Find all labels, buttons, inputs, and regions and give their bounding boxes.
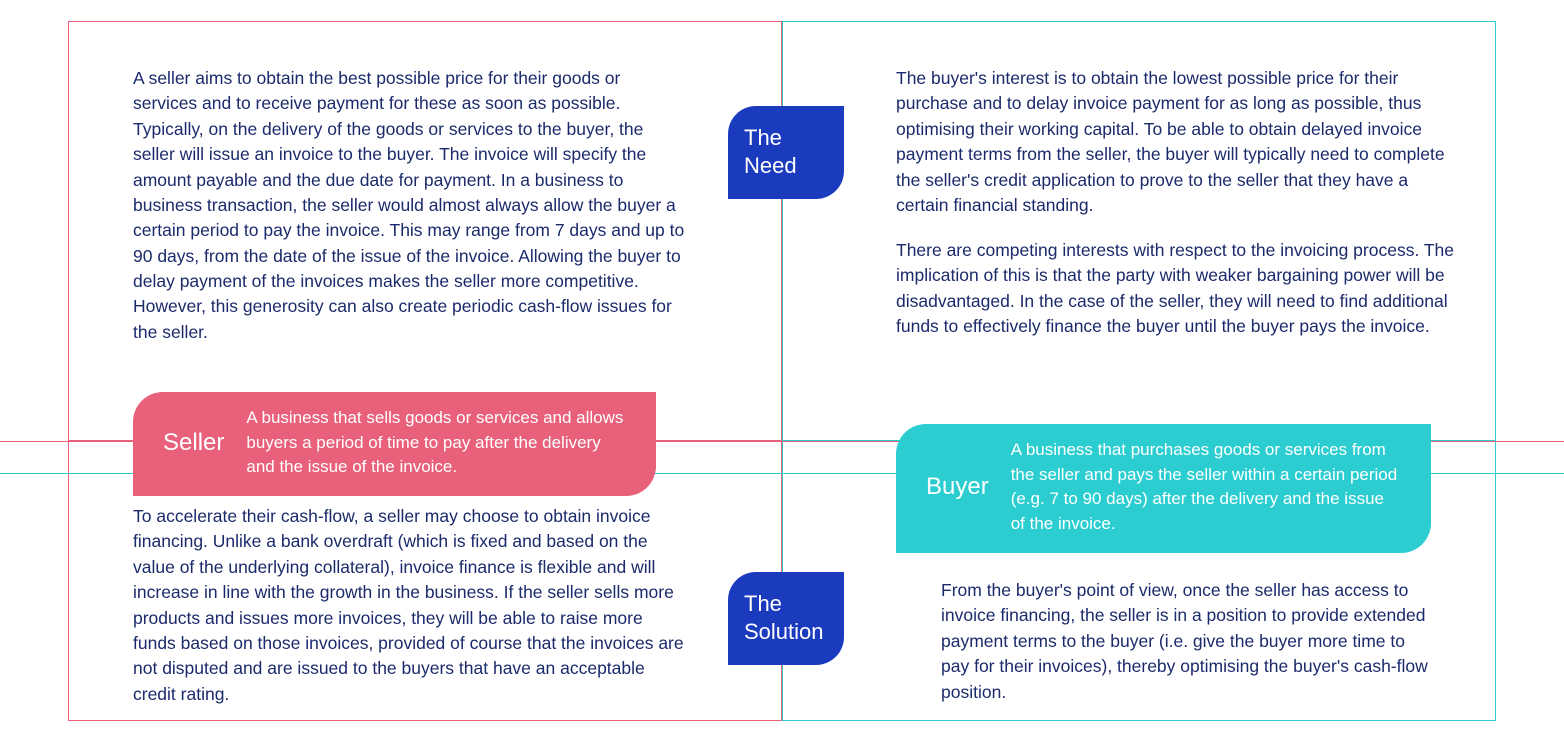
label: The (744, 125, 782, 150)
infographic-stage: A seller aims to obtain the best possibl… (0, 0, 1564, 744)
label: Need (744, 153, 797, 178)
badge-the-solution-title: The Solution (744, 590, 824, 645)
badge-the-solution: The Solution (728, 572, 844, 665)
badge-the-need-title: The Need (744, 124, 797, 179)
label: The (744, 591, 782, 616)
badge-buyer-title: Buyer (926, 472, 989, 502)
badge-buyer-desc: A business that purchases goods or servi… (1011, 438, 1401, 537)
label: Solution (744, 619, 824, 644)
text-buyer-need-p2: There are competing interests with respe… (896, 238, 1458, 340)
text-buyer-solution: From the buyer's point of view, once the… (941, 578, 1435, 705)
text-buyer-need-p1: The buyer's interest is to obtain the lo… (896, 66, 1458, 218)
badge-buyer: Buyer A business that purchases goods or… (896, 424, 1431, 553)
badge-seller-desc: A business that sells goods or services … (246, 406, 626, 480)
badge-seller: Seller A business that sells goods or se… (133, 392, 656, 496)
badge-the-need: The Need (728, 106, 844, 199)
badge-seller-title: Seller (163, 428, 224, 458)
text-seller-solution: To accelerate their cash-flow, a seller … (133, 504, 687, 707)
text-seller-need: A seller aims to obtain the best possibl… (133, 66, 687, 345)
